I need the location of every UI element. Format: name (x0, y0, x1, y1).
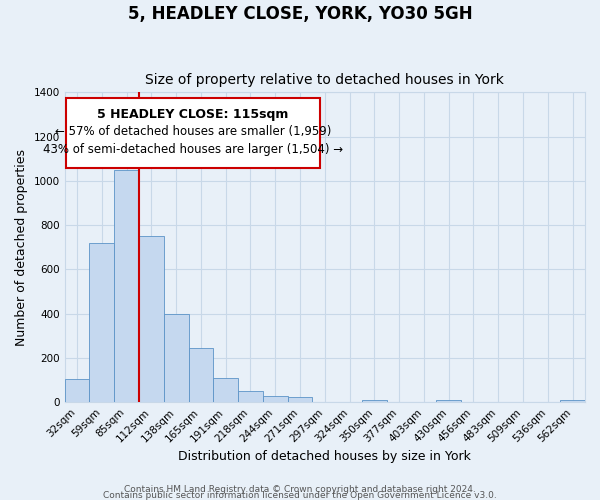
Text: ← 57% of detached houses are smaller (1,959): ← 57% of detached houses are smaller (1,… (55, 124, 331, 138)
Bar (139, 236, 164, 402)
Text: 43% of semi-detached houses are larger (1,504) →: 43% of semi-detached houses are larger (… (43, 144, 343, 156)
Bar (89, 243, 114, 402)
Bar (65, 379, 89, 402)
Text: 5 HEADLEY CLOSE: 115sqm: 5 HEADLEY CLOSE: 115sqm (97, 108, 289, 121)
X-axis label: Distribution of detached houses by size in York: Distribution of detached houses by size … (178, 450, 471, 462)
Bar (436, 400, 461, 402)
Text: 5, HEADLEY CLOSE, YORK, YO30 5GH: 5, HEADLEY CLOSE, YORK, YO30 5GH (128, 5, 472, 23)
Bar (560, 400, 585, 402)
Bar (164, 314, 188, 402)
Bar (362, 400, 387, 402)
Bar (287, 396, 313, 402)
Bar (188, 348, 214, 402)
Bar (66, 98, 320, 168)
Title: Size of property relative to detached houses in York: Size of property relative to detached ho… (145, 73, 504, 87)
Text: Contains public sector information licensed under the Open Government Licence v3: Contains public sector information licen… (103, 490, 497, 500)
Bar (114, 170, 139, 402)
Y-axis label: Number of detached properties: Number of detached properties (15, 149, 28, 346)
Bar (214, 378, 238, 402)
Bar (263, 396, 287, 402)
Bar (238, 391, 263, 402)
Text: Contains HM Land Registry data © Crown copyright and database right 2024.: Contains HM Land Registry data © Crown c… (124, 485, 476, 494)
